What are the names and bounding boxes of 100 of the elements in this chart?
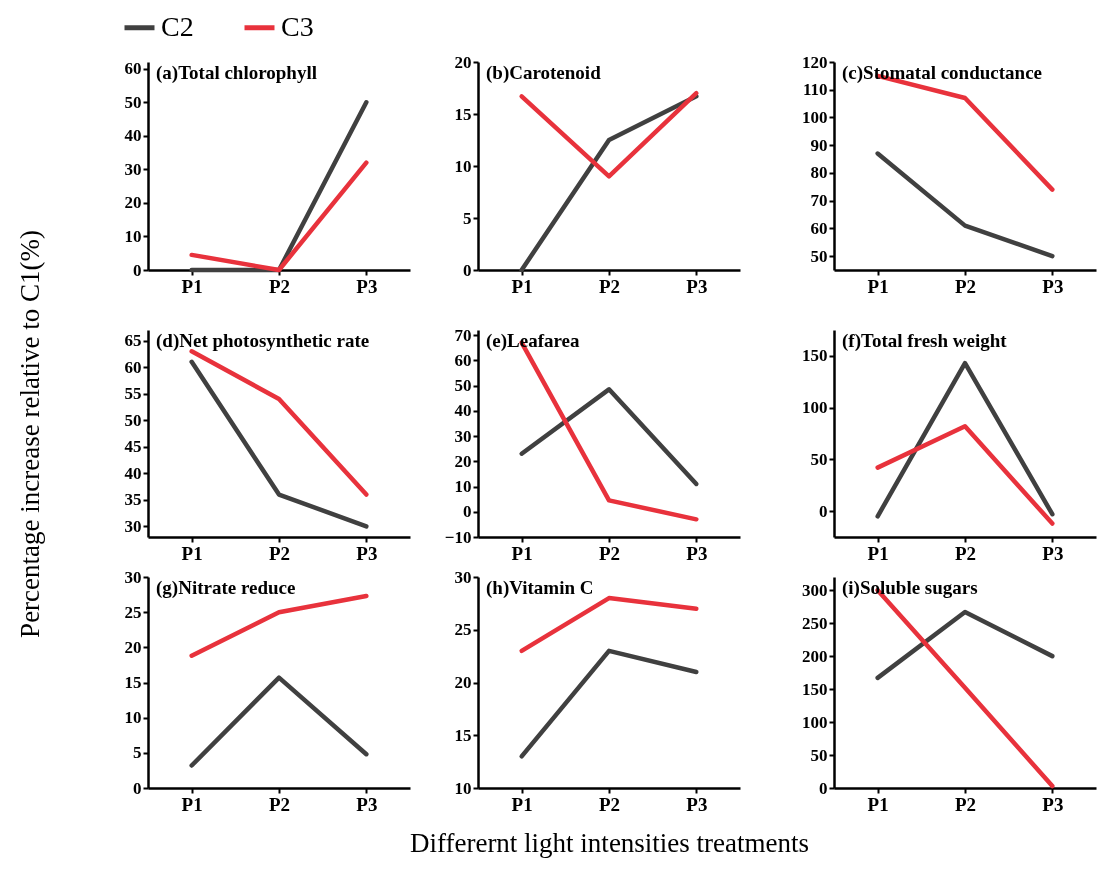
x-tick-label: P1 (181, 275, 203, 297)
x-tick-label: P3 (686, 275, 708, 297)
y-tick-label: 50 (810, 246, 828, 266)
y-tick-label: 30 (124, 159, 142, 179)
y-tick-label: 15 (454, 725, 472, 745)
y-tick-label: 25 (454, 620, 472, 640)
y-tick-label: 10 (454, 778, 472, 798)
y-tick-label: 30 (124, 567, 142, 587)
y-tick-label: 5 (133, 743, 142, 763)
x-tick-label: P3 (1042, 275, 1064, 297)
x-tick-label: P2 (598, 542, 621, 564)
x-tick-label: P3 (356, 793, 378, 815)
y-tick-label: 100 (802, 398, 828, 418)
y-tick-label: 80 (810, 163, 828, 183)
y-tick-label: 15 (454, 104, 472, 124)
y-tick-label: 0 (463, 502, 472, 522)
y-tick-label: 70 (810, 191, 828, 211)
chart-title: (a)Total chlorophyll (156, 62, 317, 84)
y-tick-label: 60 (454, 350, 472, 370)
y-tick-label: 50 (810, 745, 828, 765)
x-axis-title: Differernt light intensities treatments (409, 827, 810, 858)
chart-title: (i)Soluble sugars (842, 577, 978, 599)
x-tick-label: P2 (598, 793, 621, 815)
x-tick-label: P3 (1042, 542, 1064, 564)
y-tick-label: 40 (454, 401, 472, 421)
y-tick-label: 150 (802, 346, 828, 366)
chart-title: (f)Total fresh weight (842, 330, 1008, 352)
y-tick-label: 40 (124, 126, 142, 146)
y-tick-label: 20 (454, 52, 472, 72)
x-tick-label: P3 (686, 793, 708, 815)
y-tick-label: −10 (444, 527, 472, 547)
y-tick-label: 20 (124, 637, 142, 657)
x-tick-label: P2 (954, 793, 977, 815)
x-tick-label: P3 (686, 542, 708, 564)
chart-title: (e)Leafarea (486, 330, 581, 352)
y-tick-label: 110 (802, 80, 828, 100)
y-axis-title: Percentage increase relative to C1(%) (14, 230, 45, 638)
y-tick-label: 45 (124, 437, 142, 457)
x-tick-label: P1 (511, 542, 533, 564)
x-tick-label: P2 (954, 275, 977, 297)
y-tick-label: 50 (810, 449, 828, 469)
x-tick-label: P1 (511, 793, 533, 815)
y-tick-label: 60 (124, 59, 142, 79)
y-tick-label: 60 (810, 218, 828, 238)
x-tick-label: P3 (1042, 793, 1064, 815)
x-tick-label: P2 (268, 793, 291, 815)
x-tick-label: P3 (356, 542, 378, 564)
chart-title: (h)Vitamin C (486, 577, 594, 599)
x-tick-label: P2 (598, 275, 621, 297)
chart-title: (d)Net photosynthetic rate (156, 330, 370, 352)
chart-title: (g)Nitrate reduce (156, 577, 296, 599)
x-tick-label: P1 (181, 542, 203, 564)
y-tick-label: 100 (802, 107, 828, 127)
y-tick-label: 10 (124, 226, 142, 246)
x-tick-label: P3 (356, 275, 378, 297)
chart-title: (c)Stomatal conductance (842, 62, 1042, 84)
legend-label: C2 (161, 10, 194, 42)
y-tick-label: 100 (802, 712, 828, 732)
x-tick-label: P1 (867, 542, 889, 564)
y-tick-label: 150 (802, 679, 828, 699)
chart-title: (b)Carotenoid (486, 62, 602, 84)
y-tick-label: 0 (819, 501, 828, 521)
y-tick-label: 20 (454, 673, 472, 692)
x-tick-label: P2 (268, 275, 291, 297)
y-tick-label: 55 (124, 384, 142, 404)
y-tick-label: 10 (124, 708, 142, 728)
y-tick-label: 40 (124, 463, 142, 483)
y-tick-label: 300 (802, 580, 828, 600)
y-tick-label: 65 (124, 331, 142, 351)
y-tick-label: 0 (133, 778, 142, 798)
y-tick-label: 5 (463, 208, 472, 228)
y-tick-label: 120 (802, 52, 828, 72)
y-tick-label: 50 (124, 92, 142, 112)
x-tick-label: P1 (511, 275, 533, 297)
y-tick-label: 30 (454, 426, 472, 446)
y-tick-label: 60 (124, 357, 142, 377)
x-tick-label: P1 (181, 793, 203, 815)
x-tick-label: P2 (268, 542, 291, 564)
x-tick-label: P1 (867, 275, 889, 297)
y-tick-label: 90 (810, 135, 828, 155)
x-tick-label: P1 (867, 793, 889, 815)
y-tick-label: 30 (454, 567, 472, 587)
y-tick-label: 25 (124, 602, 142, 622)
legend-label: C3 (281, 10, 314, 42)
y-tick-label: 35 (124, 490, 142, 510)
y-tick-label: 10 (454, 156, 472, 176)
y-tick-label: 50 (454, 376, 472, 396)
y-tick-label: 50 (124, 410, 142, 430)
y-tick-label: 20 (124, 193, 142, 213)
y-tick-label: 250 (802, 613, 828, 633)
y-tick-label: 20 (454, 451, 472, 471)
y-tick-label: 30 (124, 516, 142, 536)
y-tick-label: 0 (463, 260, 472, 280)
y-tick-label: 0 (133, 260, 142, 280)
y-tick-label: 10 (454, 477, 472, 497)
y-tick-label: 200 (802, 646, 828, 666)
y-tick-label: 0 (819, 778, 828, 798)
x-tick-label: P2 (954, 542, 977, 564)
y-tick-label: 15 (124, 673, 142, 692)
y-tick-label: 70 (454, 325, 472, 345)
